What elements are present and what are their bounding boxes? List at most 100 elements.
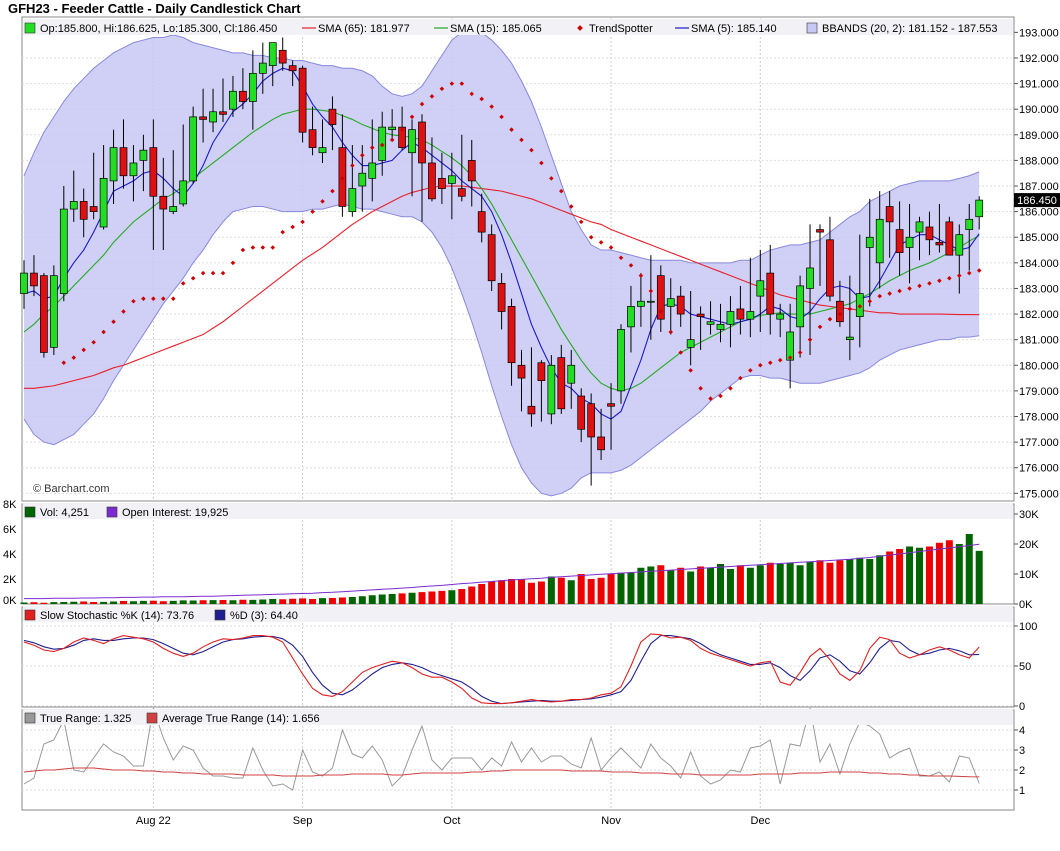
candle-body	[925, 226, 934, 241]
trendspotter-dot	[897, 288, 902, 294]
volume-bar	[567, 580, 575, 604]
volume-bar	[916, 547, 923, 604]
trendspotter-dot	[151, 296, 156, 301]
candle-body	[905, 236, 914, 248]
candle-body	[537, 362, 546, 381]
candle-body	[746, 311, 755, 320]
legend-label: TrendSpotter	[589, 23, 653, 35]
trendspotter-dot	[877, 293, 882, 299]
volume-bar	[935, 542, 943, 604]
tr-axis-tick-label: 1	[1019, 785, 1025, 797]
candle-body	[239, 90, 247, 102]
open-interest-line	[24, 543, 980, 600]
trendspotter-dot	[837, 311, 843, 317]
volume-bar	[458, 589, 466, 604]
volume-bar	[687, 571, 695, 604]
legend-label: %D (3): 64.40	[230, 610, 298, 622]
volume-bar	[30, 602, 38, 604]
candle-body	[69, 201, 78, 210]
volume-bar	[826, 562, 834, 604]
candle-body	[438, 177, 446, 189]
legend-swatch-box	[106, 506, 118, 518]
legend-swatch-box	[24, 609, 36, 621]
volume-bar	[249, 599, 257, 604]
true-range-lines	[23, 707, 980, 791]
volume-bar	[328, 598, 336, 604]
volume-bar	[677, 567, 685, 604]
last-price-label: 186.450	[1017, 195, 1057, 207]
legend-label: SMA (5): 185.140	[691, 23, 777, 35]
candle-body	[169, 206, 178, 212]
volume-bar	[209, 600, 217, 604]
price-axis-tick-label: 182.000	[1019, 309, 1059, 321]
trendspotter-dot	[847, 306, 853, 312]
volume-axis-tick-label: 4K	[3, 549, 17, 561]
price-axis-tick-label: 181.000	[1019, 335, 1059, 347]
volume-bar	[269, 599, 277, 604]
candle-body	[388, 126, 396, 131]
candle-body	[756, 280, 765, 297]
legend-label: BBANDS (20, 2): 181.152 - 187.553	[822, 23, 998, 35]
candle-body	[796, 285, 804, 328]
candle-body	[219, 111, 227, 115]
volume-bar	[965, 534, 973, 604]
stoch-axis-tick-label: 0	[1019, 701, 1025, 713]
trendspotter-dot	[698, 386, 703, 391]
trendspotter-dot	[927, 281, 932, 286]
volume-bar	[319, 598, 326, 604]
volume-axis-tick-label: 6K	[3, 524, 17, 536]
volume-bar	[906, 546, 914, 604]
candle-body	[527, 405, 536, 415]
candle-body	[258, 62, 267, 74]
volume-bar	[120, 601, 127, 604]
volume-bar	[975, 550, 983, 604]
candle-body	[20, 272, 28, 294]
volume-bar	[776, 564, 784, 604]
volume-bar	[80, 601, 88, 604]
candle-body	[59, 208, 68, 294]
volume-bar	[707, 567, 715, 604]
x-axis-label: Nov	[601, 815, 621, 827]
candle-body	[49, 275, 58, 348]
volume-bar	[796, 565, 804, 604]
volume-bar	[846, 559, 854, 604]
x-axis-label: Aug 22	[136, 815, 171, 827]
volume-bar	[299, 598, 307, 604]
trendspotter-dot	[718, 393, 723, 399]
candle-body	[885, 206, 894, 223]
candle-body	[477, 211, 486, 233]
oi-axis-tick-label: 20K	[1019, 539, 1039, 551]
candle-body	[567, 364, 576, 384]
volume-bar	[637, 567, 645, 604]
legend-label: Vol: 4,251	[40, 507, 89, 519]
trendspotter-dot	[399, 127, 405, 132]
candle-body	[199, 116, 207, 120]
candle-body	[129, 162, 138, 177]
bbands-fill	[24, 29, 980, 496]
candle-body	[318, 147, 327, 154]
candle-body	[448, 175, 456, 184]
candle-body	[189, 116, 197, 182]
volume-bar	[736, 565, 744, 604]
candle-body	[617, 329, 625, 392]
candle-body	[607, 403, 615, 407]
volume-bar	[786, 562, 794, 604]
trendspotter-dot	[817, 324, 823, 330]
candle-body	[945, 221, 954, 256]
trendspotter-dot	[807, 337, 813, 342]
candle-body	[298, 67, 307, 133]
candle-body	[895, 229, 904, 253]
legend-swatch-box	[214, 609, 226, 621]
oi-axis-tick-label: 30K	[1019, 509, 1039, 521]
candle-body	[845, 336, 854, 341]
volume-bar	[557, 577, 565, 604]
price-axis-tick-label: 176.000	[1019, 463, 1059, 475]
volume-bar	[50, 602, 58, 604]
volume-axis-tick-label: 0K	[3, 595, 17, 607]
trendspotter-dot	[409, 114, 415, 120]
last-price-box	[1014, 193, 1060, 208]
trendspotter-dot	[767, 360, 773, 365]
tr-axis-tick-label: 4	[1019, 725, 1025, 737]
trendspotter-dot	[300, 219, 305, 225]
candle-body	[278, 49, 287, 64]
